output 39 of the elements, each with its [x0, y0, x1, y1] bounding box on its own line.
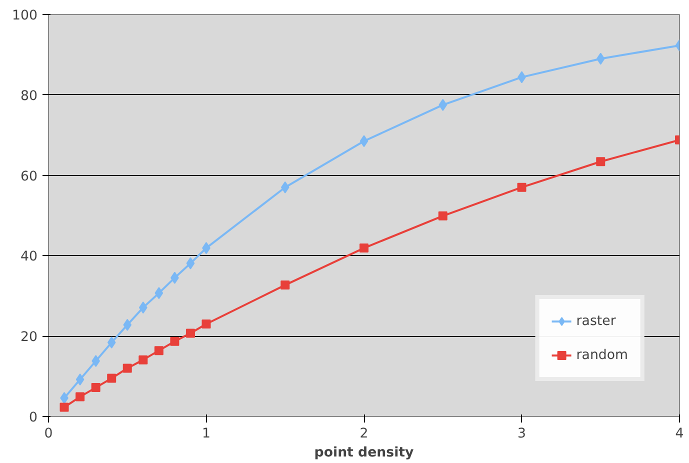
- point: [122, 364, 132, 373]
- point: [438, 211, 448, 220]
- point: [280, 280, 290, 290]
- point: [202, 320, 211, 329]
- x-tick-label: 0: [44, 426, 53, 442]
- point: [154, 287, 164, 300]
- point: [517, 182, 526, 192]
- point: [60, 402, 69, 412]
- y-tick-label: 80: [20, 88, 38, 104]
- point: [360, 244, 368, 253]
- point: [170, 336, 180, 346]
- point: [186, 257, 195, 270]
- y-tick-label: 40: [20, 250, 38, 265]
- x-axis-title: point density: [314, 446, 414, 460]
- point: [107, 336, 116, 349]
- legend-label: raster: [576, 314, 616, 328]
- point: [596, 157, 606, 166]
- point: [596, 52, 605, 65]
- point: [280, 181, 290, 194]
- point: [138, 302, 148, 314]
- y-tick-label: 0: [29, 410, 38, 426]
- point: [138, 355, 148, 364]
- y-tick-label: 20: [20, 330, 38, 346]
- y-tick-label: 100: [12, 8, 38, 24]
- point: [360, 135, 368, 148]
- point: [76, 374, 84, 386]
- legend-label: random: [576, 348, 628, 362]
- y-tick-label: 60: [20, 169, 38, 184]
- x-tick-label: 2: [360, 426, 368, 442]
- point: [186, 328, 195, 338]
- point: [154, 346, 164, 356]
- x-tick-label: 3: [518, 426, 526, 442]
- x-tick-label: 4: [675, 426, 684, 442]
- point: [123, 318, 132, 331]
- point: [107, 374, 116, 383]
- point: [76, 392, 85, 402]
- x-tick-label: 1: [202, 426, 210, 442]
- point: [438, 98, 448, 111]
- point: [91, 383, 100, 392]
